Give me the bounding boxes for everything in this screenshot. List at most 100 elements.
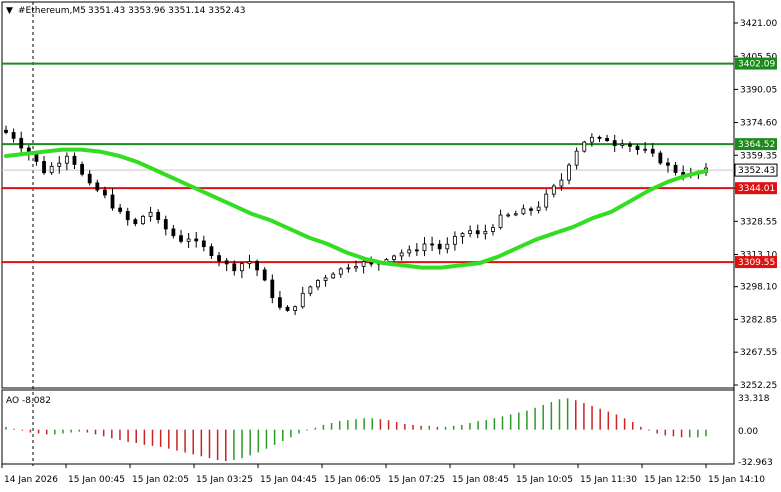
price-tick-label: 3359.35 [740, 151, 777, 161]
price-tick-label: 3390.05 [740, 85, 777, 95]
candle-body [141, 215, 145, 225]
candle-body [72, 155, 77, 165]
level-tag-label: 3402.09 [738, 60, 775, 70]
candle-body [346, 267, 351, 270]
candle-body [414, 249, 419, 252]
candle-body [285, 306, 290, 311]
time-tick-label: 15 Jan 11:30 [580, 475, 637, 485]
candle-body [513, 213, 518, 216]
candle-body [262, 269, 267, 281]
candle-body [354, 266, 358, 269]
time-axis: 14 Jan 2026 15 Jan 00:45 15 Jan 02:05 15 Ja… [1, 464, 765, 485]
candle-body [11, 132, 16, 139]
price-tick-label: 3405.50 [740, 52, 777, 62]
price-tick-label: 3421.00 [740, 19, 777, 29]
candle-body [407, 249, 412, 254]
candle-body [468, 230, 473, 235]
candle-body [316, 280, 320, 288]
candle-body [239, 263, 244, 272]
candle-body [64, 155, 69, 164]
candle-body [460, 233, 465, 237]
candle-body [87, 173, 92, 184]
time-tick-label: 15 Jan 03:25 [196, 475, 253, 485]
price-tick-label: 3328.55 [740, 217, 777, 227]
level-tag [735, 57, 777, 70]
candle-body [475, 230, 480, 235]
moving-average-layer [4, 147, 708, 270]
candle-body [658, 152, 663, 164]
level-tag [735, 138, 777, 151]
price-tick-label: 3374.60 [740, 119, 777, 129]
level-tag-label: 3309.55 [738, 258, 775, 268]
candle-body [148, 211, 153, 217]
candle-body [209, 246, 214, 256]
candle-body [529, 208, 533, 211]
candle-body [133, 219, 138, 225]
candle-body [179, 235, 183, 242]
time-tick-label: 15 Jan 06:05 [324, 475, 381, 485]
candle-body [445, 243, 450, 250]
candle-body [361, 261, 366, 267]
price-tick-label: 3252.25 [740, 381, 777, 391]
level-tag-label: 3344.01 [738, 184, 775, 194]
candle-body [270, 279, 275, 299]
candle-body [49, 165, 54, 174]
candle-body [430, 243, 434, 246]
time-tick-label: 15 Jan 12:50 [644, 475, 701, 485]
candle-body [392, 255, 396, 260]
ao-axis-min: -32.963 [738, 458, 773, 468]
candle-body [34, 154, 39, 162]
candle-body [650, 148, 655, 154]
candle-body [612, 140, 617, 146]
levels-layer [2, 62, 734, 264]
current-price-tag [734, 163, 778, 177]
candle-body [232, 263, 237, 272]
symbol-dropdown-icon[interactable]: ▼ [6, 6, 13, 16]
price-panel-frame [1, 1, 735, 389]
time-tick-label: 15 Jan 08:45 [452, 475, 509, 485]
candle-body [217, 255, 221, 262]
candle-body [605, 138, 609, 142]
candle-body [483, 231, 488, 235]
candle-body [42, 161, 46, 174]
ao-label: AO -8.082 [6, 396, 51, 406]
candle-body [544, 193, 549, 208]
candle-body [559, 179, 564, 187]
candle-body [323, 277, 328, 281]
candle-body [19, 137, 24, 149]
candle-body [567, 164, 571, 181]
candle-body [118, 207, 123, 212]
candle-body [194, 238, 199, 242]
candle-body [103, 189, 107, 196]
candle-body [156, 211, 161, 220]
candle-body [125, 211, 130, 221]
candle-body [255, 260, 259, 271]
time-tick-label: 15 Jan 04:45 [260, 475, 317, 485]
candle-body [453, 236, 457, 245]
time-tick-label: 15 Jan 10:05 [516, 475, 573, 485]
candle-body [491, 227, 495, 232]
time-tick-label: 15 Jan 14:10 [708, 475, 765, 485]
candle-body [201, 240, 206, 248]
candle-body [536, 206, 541, 211]
price-tick-label: 3298.10 [740, 283, 777, 293]
candle-body [399, 252, 404, 257]
candle-body [498, 214, 503, 228]
candle-body [308, 286, 313, 294]
price-tick-label: 3267.55 [740, 348, 777, 358]
ao-axis-zero: 0.00 [738, 427, 758, 437]
candle-body [80, 164, 84, 175]
candle-body [278, 297, 282, 308]
level-tag-label: 3364.52 [738, 140, 775, 150]
level-tag [735, 256, 777, 269]
moving-average-line [4, 147, 708, 270]
candle-body [666, 162, 670, 166]
candle-body [628, 143, 632, 147]
time-tick-label: 14 Jan 2026 [4, 475, 58, 485]
candle-body [186, 238, 191, 242]
ao-axis-max: 33.318 [738, 394, 770, 404]
candle-body [95, 182, 100, 191]
candle-body [589, 136, 594, 143]
